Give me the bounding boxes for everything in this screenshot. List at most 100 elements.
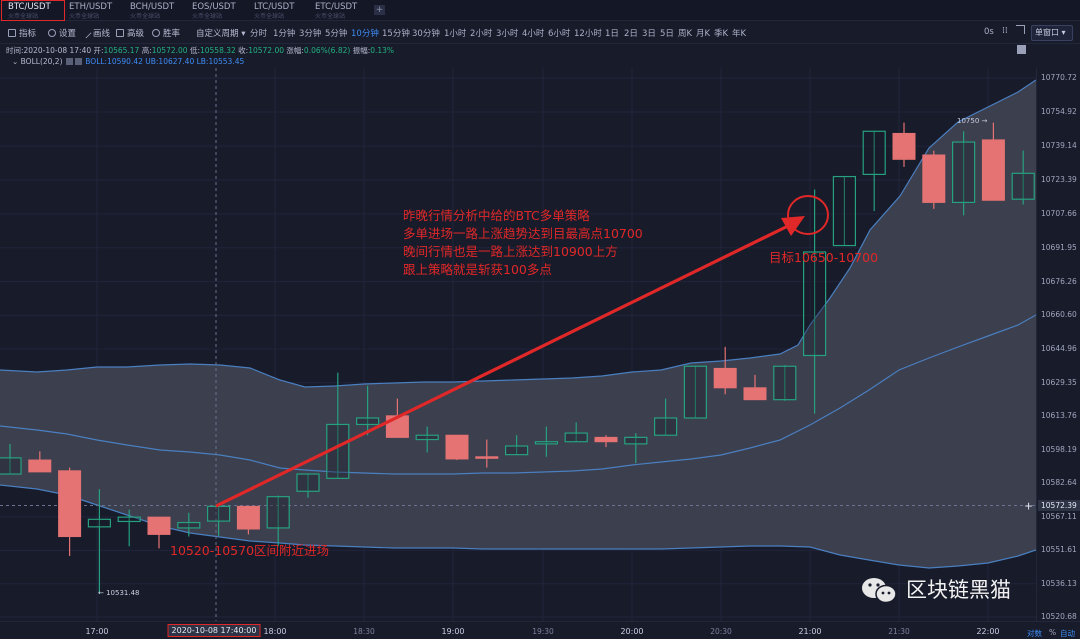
advanced-label: 高级 xyxy=(127,29,145,39)
tab-btc-usdt[interactable]: BTC/USDT 火币全球站 xyxy=(1,0,65,21)
open-label: 开: xyxy=(93,46,104,55)
auto-scale-button[interactable]: 自动 xyxy=(1060,629,1075,638)
tab-label: BTC/USDT xyxy=(8,2,51,12)
period-4h[interactable]: 4小时 xyxy=(522,29,545,39)
symbol-tabs-bar: BTC/USDT 火币全球站 ETH/USDT 火币全球站 BCH/USDT 火… xyxy=(0,0,1080,21)
indicator-close-icon[interactable] xyxy=(74,58,82,65)
tab-eos-usdt[interactable]: EOS/USDT 火币全球站 xyxy=(186,1,248,20)
high-value: 10572.00 xyxy=(151,46,188,55)
strategy-annotation: 昨晚行情分析中给的BTC多单策略 多单进场一路上涨趋势达到目最高点10700 晚… xyxy=(403,207,643,279)
calendar-icon xyxy=(116,29,124,37)
watermark: 区块链黑猫 xyxy=(862,574,1011,604)
current-price-label: 10572.39 xyxy=(1038,499,1080,511)
time-tick: 20:30 xyxy=(710,627,732,636)
period-3h[interactable]: 3小时 xyxy=(496,29,519,39)
svg-text:+: + xyxy=(1024,500,1033,513)
expand-icon[interactable] xyxy=(1017,45,1026,54)
indicator-settings-icon[interactable] xyxy=(65,58,73,65)
tab-bch-usdt[interactable]: BCH/USDT 火币全球站 xyxy=(124,1,186,20)
price-tick: 10707.66 xyxy=(1041,208,1077,218)
price-tick: 10613.76 xyxy=(1041,411,1077,421)
candlestick-chart[interactable]: + xyxy=(0,0,1036,621)
indicators-label: 指标 xyxy=(19,29,37,39)
amplitude-label: 振幅: xyxy=(352,46,371,55)
period-6h[interactable]: 6小时 xyxy=(548,29,571,39)
tab-ltc-usdt[interactable]: LTC/USDT 火币全球站 xyxy=(248,1,310,20)
price-tick: 10660.60 xyxy=(1041,310,1077,320)
period-quarter[interactable]: 季K xyxy=(714,29,729,39)
custom-period-dropdown[interactable]: 自定义周期 ▾ xyxy=(196,29,246,39)
close-value: 10572.00 xyxy=(248,46,284,55)
amplitude-value: 0.13% xyxy=(370,46,395,55)
draw-button[interactable]: 画线 xyxy=(80,27,110,39)
tab-etc-usdt[interactable]: ETC/USDT 火币全球站 xyxy=(309,1,371,20)
entry-annotation: 10520-10570区间附近进场 xyxy=(170,543,330,558)
period-1m[interactable]: 1分钟 xyxy=(273,29,296,39)
period-30m[interactable]: 30分钟 xyxy=(412,29,440,39)
period-3d[interactable]: 3日 xyxy=(642,29,656,39)
tab-label: ETH/USDT xyxy=(69,2,113,12)
price-tick: 10536.13 xyxy=(1041,578,1077,588)
price-tick: 10676.26 xyxy=(1041,276,1077,286)
period-month[interactable]: 月K xyxy=(696,29,711,39)
popout-icon[interactable] xyxy=(1016,25,1025,34)
price-tick: 10739.14 xyxy=(1041,141,1077,151)
chart-toolbar: 指标 设置 画线 高级 胜率 自定义周期 ▾ 分时 1分钟 3分钟 5分钟 10… xyxy=(0,21,1080,44)
tab-label: LTC/USDT xyxy=(254,2,295,12)
settings-label: 设置 xyxy=(59,29,77,39)
period-12h[interactable]: 12小时 xyxy=(574,29,602,39)
period-2d[interactable]: 2日 xyxy=(624,29,638,39)
indicator-icon xyxy=(8,29,16,37)
tab-eth-usdt[interactable]: ETH/USDT 火币全球站 xyxy=(63,1,125,20)
period-10m[interactable]: 10分钟 xyxy=(351,29,379,39)
period-fenshi[interactable]: 分时 xyxy=(250,29,268,39)
low-value: 10558.32 xyxy=(199,46,236,55)
annotation-line: 跟上策略就是斩获100多点 xyxy=(403,262,552,277)
clock-icon xyxy=(152,29,160,37)
window-mode-dropdown[interactable]: 单窗口 ▾ xyxy=(1031,25,1073,41)
period-1d[interactable]: 1日 xyxy=(605,29,619,39)
time-tick: 21:30 xyxy=(888,627,910,636)
tab-exchange: 火币全球站 xyxy=(130,13,161,20)
percent-scale-button[interactable]: % xyxy=(1049,628,1057,637)
close-label: 收: xyxy=(238,46,249,55)
high-label: 高: xyxy=(141,46,152,55)
fullscreen-icon[interactable]: ⁞⁞ xyxy=(1002,26,1008,36)
advanced-button[interactable]: 高级 xyxy=(116,27,144,39)
price-tick: 10770.72 xyxy=(1041,73,1077,82)
wechat-icon xyxy=(862,578,897,604)
price-tick: 10644.96 xyxy=(1041,344,1077,354)
win-rate-button[interactable]: 胜率 xyxy=(152,27,180,39)
price-axis[interactable]: 10770.72 10754.92 10739.14 10723.39 10707.66… xyxy=(1036,68,1080,621)
ohlc-info-row: 时间:2020-10-08 17:40 开:10565.17 高:10572.0… xyxy=(6,45,394,56)
price-tick: 10567.11 xyxy=(1041,511,1077,521)
price-tick: 10520.68 xyxy=(1041,612,1077,621)
period-week[interactable]: 周K xyxy=(678,29,693,39)
annotation-line: 晚间行情也是一路上涨达到10900上方 xyxy=(403,244,618,259)
period-2h[interactable]: 2小时 xyxy=(470,29,493,39)
period-5m[interactable]: 5分钟 xyxy=(325,29,348,39)
indicators-button[interactable]: 指标 xyxy=(8,27,36,39)
tab-label: BCH/USDT xyxy=(130,2,175,12)
period-15m[interactable]: 15分钟 xyxy=(382,29,410,39)
tab-label: EOS/USDT xyxy=(192,2,236,12)
annotation-line: 多单进场一路上涨趋势达到目最高点10700 xyxy=(403,226,643,241)
log-scale-button[interactable]: 对数 xyxy=(1027,629,1042,638)
period-5d[interactable]: 5日 xyxy=(660,29,674,39)
settings-button[interactable]: 设置 xyxy=(48,27,76,39)
tab-exchange: 火币全球站 xyxy=(315,13,346,20)
time-tick: 19:00 xyxy=(441,627,465,636)
ub-value: UB:10627.40 xyxy=(145,57,195,66)
high-price-marker: 10750 → xyxy=(957,117,988,125)
time-axis[interactable]: 2020-10-08 17:40:00 对数 % 自动 17:00 18:00 18… xyxy=(0,621,1080,639)
period-1h[interactable]: 1小时 xyxy=(444,29,467,39)
add-tab-button[interactable]: + xyxy=(374,5,385,15)
period-3m[interactable]: 3分钟 xyxy=(299,29,322,39)
price-tick: 10582.64 xyxy=(1041,478,1077,488)
win-rate-label: 胜率 xyxy=(163,29,181,39)
period-year[interactable]: 年K xyxy=(732,29,747,39)
collapse-chevron-icon[interactable]: ⌄ xyxy=(12,57,21,66)
price-tick: 10598.19 xyxy=(1041,444,1077,454)
tab-exchange: 火币全球站 xyxy=(8,13,39,20)
tab-exchange: 火币全球站 xyxy=(254,13,285,20)
